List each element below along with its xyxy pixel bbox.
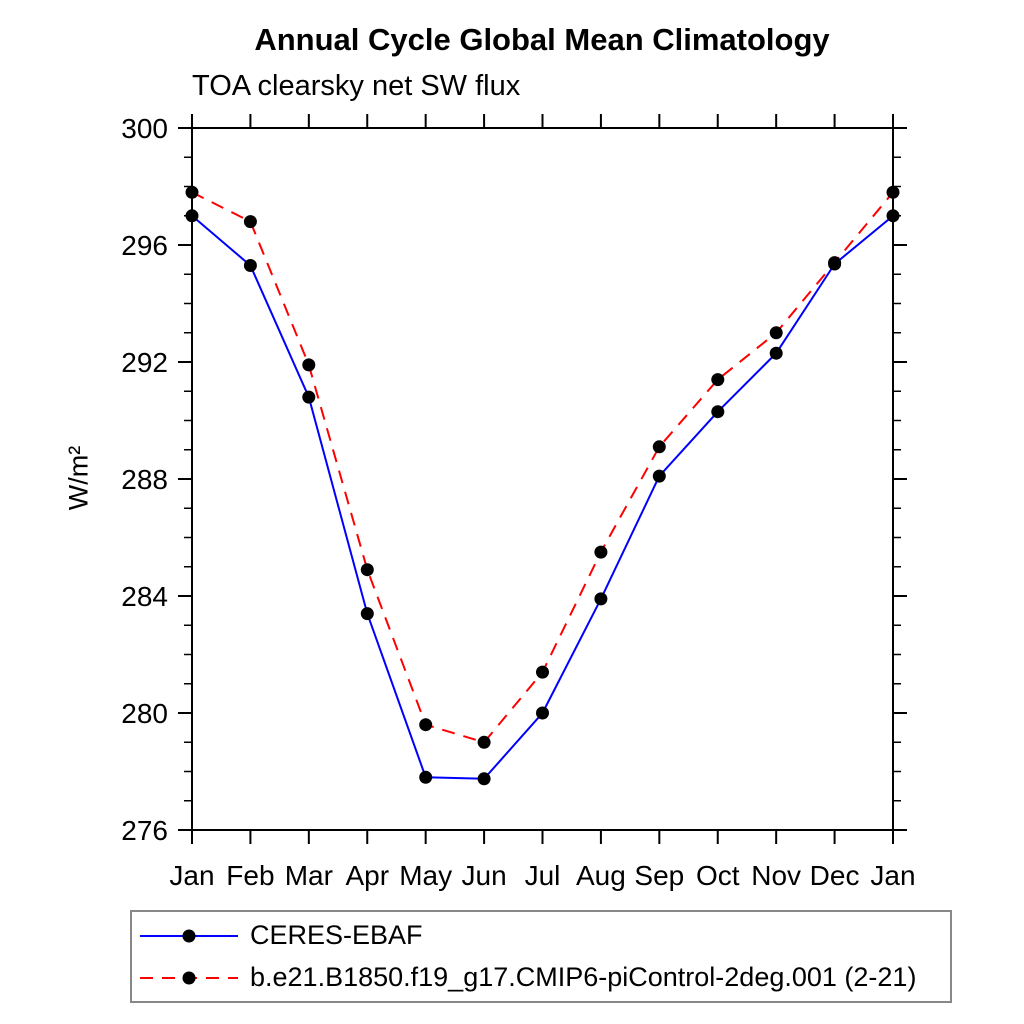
data-point-marker <box>652 469 666 483</box>
data-point-marker <box>477 735 491 749</box>
x-tick-label: Nov <box>751 860 801 891</box>
y-tick-label: 280 <box>121 698 168 729</box>
data-point-marker <box>594 545 608 559</box>
legend-line-sample-dashed <box>140 971 238 984</box>
legend-item-model-run: b.e21.B1850.f19_g17.CMIP6-piControl-2deg… <box>138 957 950 999</box>
chart-title: Annual Cycle Global Mean Climatology <box>254 22 830 57</box>
y-tick-label: 276 <box>121 815 168 846</box>
data-point-marker <box>711 373 725 387</box>
chart-subtitle: TOA clearsky net SW flux <box>192 70 521 102</box>
data-point-marker <box>886 209 900 223</box>
data-point-marker <box>243 215 257 229</box>
x-tick-label: Sep <box>634 860 684 891</box>
plot-border <box>191 127 894 831</box>
legend-line-sample-solid <box>140 929 238 942</box>
y-axis-ticks <box>178 127 907 831</box>
data-point-marker <box>536 706 549 720</box>
y-tick-label: 288 <box>121 464 168 495</box>
data-point-marker <box>711 405 725 419</box>
legend-item-ceres-ebaf: CERES-EBAF <box>138 915 950 957</box>
x-axis-ticks <box>191 114 894 844</box>
x-tick-label: Mar <box>285 860 333 891</box>
x-tick-label: May <box>399 860 452 891</box>
data-point-marker <box>536 665 549 679</box>
x-tick-label: Feb <box>226 860 274 891</box>
data-point-marker <box>419 770 433 784</box>
data-point-marker <box>419 718 433 732</box>
y-axis-tick-labels: 276 280 284 288 292 296 300 <box>121 113 168 846</box>
data-point-marker <box>185 209 199 223</box>
x-axis-tick-labels: Jan Feb Mar Apr May Jun Jul Aug Sep Oct Nov Dec Jan <box>169 860 915 891</box>
x-tick-label: Oct <box>696 860 740 891</box>
legend: CERES-EBAF b.e21.B1850.f19_g17.CMIP6-piC… <box>130 910 952 1003</box>
data-point-marker <box>360 563 374 577</box>
x-tick-label: Jun <box>462 860 507 891</box>
x-tick-label: Dec <box>810 860 860 891</box>
legend-label-model-run: b.e21.B1850.f19_g17.CMIP6-piControl-2deg… <box>250 962 917 992</box>
x-tick-label: Aug <box>576 860 626 891</box>
data-point-marker <box>594 592 608 606</box>
series-markers-1 <box>185 185 900 749</box>
series-markers-0 <box>185 209 900 786</box>
data-point-marker <box>477 772 491 786</box>
y-tick-label: 296 <box>121 230 168 261</box>
x-tick-label: Jan <box>169 860 214 891</box>
data-point-marker <box>769 326 783 340</box>
y-tick-label: 284 <box>121 581 168 612</box>
series-line-0 <box>191 215 894 780</box>
y-tick-label: 292 <box>121 347 168 378</box>
data-point-marker <box>652 440 666 454</box>
data-point-marker <box>243 259 257 272</box>
x-tick-label: Apr <box>345 860 389 891</box>
data-point-marker <box>360 607 374 621</box>
data-point-marker <box>302 390 316 404</box>
series-line-1 <box>191 191 894 744</box>
data-point-marker <box>302 358 316 372</box>
x-tick-label: Jan <box>870 860 915 891</box>
data-point-marker <box>886 185 900 199</box>
data-point-marker <box>185 185 199 199</box>
legend-label-ceres-ebaf: CERES-EBAF <box>250 920 423 950</box>
data-point-marker <box>828 256 842 270</box>
data-point-marker <box>769 346 783 360</box>
x-tick-label: Jul <box>525 860 561 891</box>
y-tick-label: 300 <box>121 113 168 144</box>
